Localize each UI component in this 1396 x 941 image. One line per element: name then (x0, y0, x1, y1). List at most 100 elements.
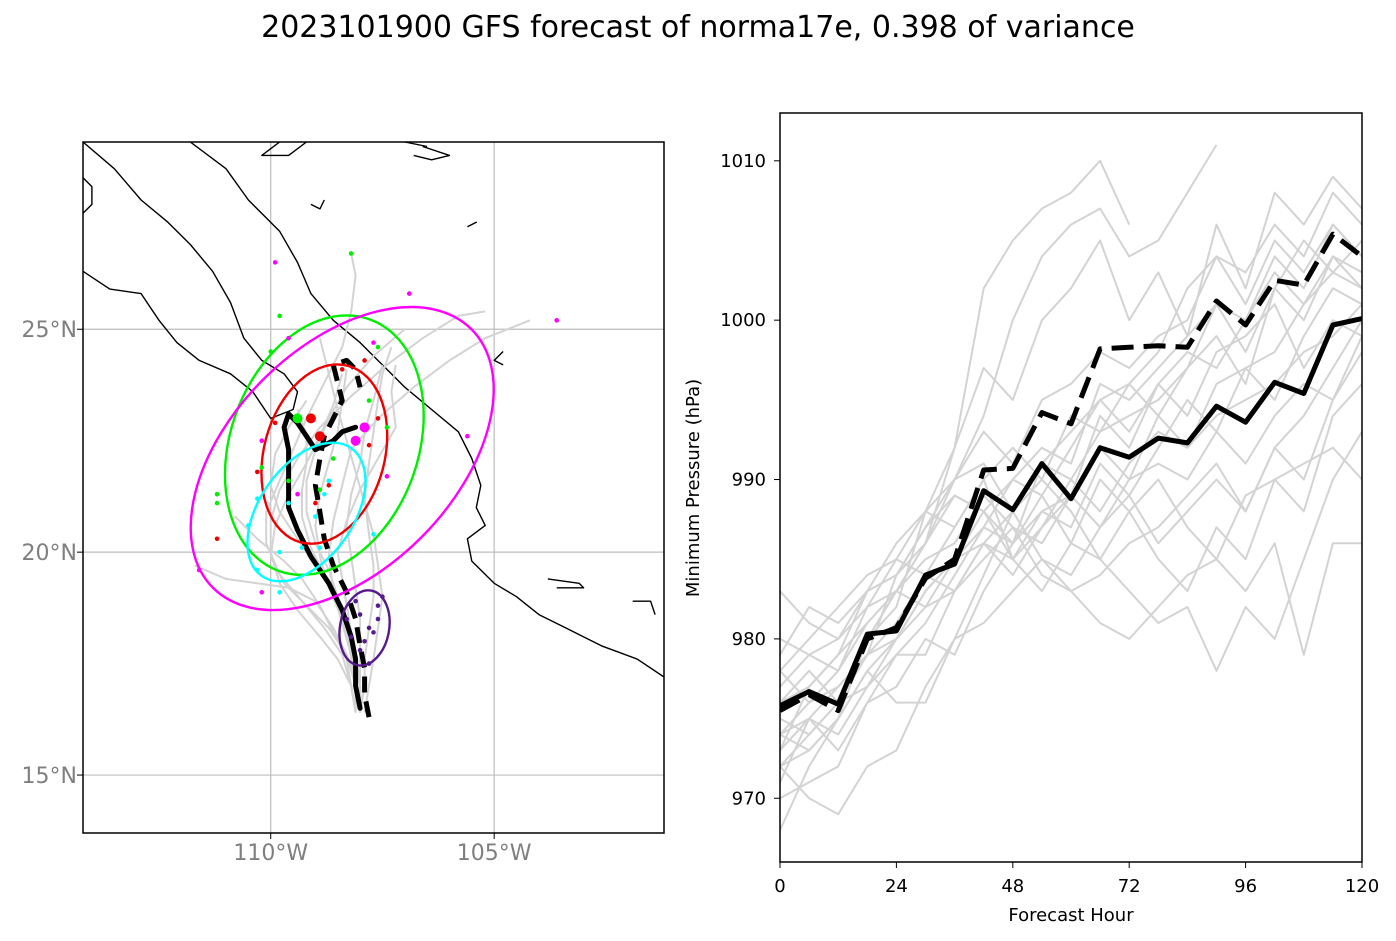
track-point-12 (362, 358, 367, 363)
map-lat-label-1: 20°N (22, 541, 77, 566)
map-lon-label-1: 105°W (457, 841, 532, 866)
track-point-2 (314, 431, 325, 442)
track-point-54 (362, 639, 367, 644)
y-tick-label-3: 1000 (720, 310, 766, 331)
map-gridlines (83, 142, 664, 833)
ellipse-magenta (189, 305, 495, 612)
track-point-15 (554, 318, 560, 323)
track-point-26 (326, 482, 332, 488)
track-point-41 (254, 496, 260, 501)
x-tick-label-2: 48 (1001, 876, 1024, 897)
track-point-42 (254, 567, 260, 573)
pressure-lines (780, 144, 1362, 831)
ensemble-pressure-4 (780, 255, 1362, 751)
track-point-51 (380, 594, 385, 600)
track-point-21 (259, 438, 265, 443)
track-point-31 (214, 500, 220, 506)
x-tick-label-5: 120 (1345, 876, 1379, 897)
ensemble-pressure-0 (780, 159, 1131, 768)
track-point-20 (272, 420, 278, 426)
coastline-1 (83, 177, 93, 214)
track-point-33 (196, 567, 202, 573)
track-point-10 (371, 340, 376, 345)
ensemble-track-1 (234, 515, 357, 713)
track-point-59 (366, 442, 372, 448)
track-point-39 (317, 545, 323, 550)
track-point-3 (350, 435, 361, 446)
x-tick-label-3: 72 (1118, 876, 1141, 897)
ensemble-pressure-8 (780, 431, 1362, 736)
track-point-35 (246, 523, 251, 528)
track-point-13 (339, 367, 345, 372)
mean-track-dashed (312, 357, 372, 718)
track-point-17 (384, 425, 390, 430)
track-point-55 (344, 616, 349, 622)
ellipse-green (223, 314, 425, 577)
ellipse-red (260, 363, 389, 545)
track-point-60 (330, 456, 336, 461)
track-point-56 (366, 661, 372, 666)
track-point-0 (292, 413, 303, 424)
ensemble-track-8 (269, 310, 486, 713)
track-point-52 (375, 616, 381, 622)
track-point-37 (313, 514, 318, 519)
x-axis-label: Forecast Hour (1008, 905, 1134, 926)
y-tick-label-4: 1010 (720, 151, 766, 172)
map-frame (82, 141, 665, 834)
track-point-22 (259, 465, 265, 470)
track-point-50 (375, 603, 381, 608)
map-lon-label-0: 110°W (233, 841, 308, 866)
track-point-29 (384, 474, 390, 479)
ensemble-pressure-10 (780, 446, 1362, 640)
coastline-4 (413, 145, 451, 161)
track-point-5 (348, 251, 354, 256)
track-point-43 (371, 532, 376, 537)
track-point-32 (214, 536, 220, 542)
track-point-46 (322, 491, 327, 497)
ensemble-pressure-16 (780, 303, 1362, 783)
track-point-34 (259, 589, 265, 595)
track-point-44 (277, 589, 282, 595)
track-point-57 (371, 630, 376, 635)
track-point-58 (353, 598, 358, 604)
track-point-16 (465, 433, 470, 439)
y-axis-label: Minimum Pressure (hPa) (683, 379, 704, 597)
coastline-0 (83, 142, 299, 420)
y-tick-label-1: 980 (732, 629, 766, 650)
map-lat-label-0: 15°N (22, 764, 77, 789)
track-point-7 (277, 313, 282, 319)
x-tick-label-1: 24 (885, 876, 908, 897)
ensemble-pressure-14 (780, 239, 1362, 656)
coastline-10 (467, 221, 477, 228)
figure-title: 2023101900 GFS forecast of norma17e, 0.3… (261, 10, 1135, 45)
pressure-frame (779, 112, 1363, 863)
coastline-2 (189, 142, 664, 678)
track-point-53 (357, 647, 363, 653)
pressure-ticks: 0 24 48 72 96 120 970 980 990 1000 1010 (720, 151, 1379, 897)
track-point-11 (375, 344, 381, 350)
pressure-panel: 0 24 48 72 96 120 970 980 990 1000 1010 Forecast H… (683, 112, 1379, 926)
coastline-9 (310, 199, 325, 210)
ensemble-pressure-3 (780, 223, 1362, 704)
y-tick-label-2: 990 (732, 470, 766, 491)
track-point-6 (272, 260, 278, 265)
mean-pressure-solid (780, 316, 1362, 709)
y-tick-label-0: 970 (732, 788, 766, 809)
mean-pressure-dashed (780, 231, 1362, 714)
coastline-6 (493, 351, 504, 366)
map-coastlines (83, 142, 664, 678)
map-ellipses (189, 305, 495, 667)
map-mean-tracks (281, 357, 372, 718)
map-points (196, 251, 560, 666)
x-tick-label-0: 0 (774, 876, 785, 897)
map-lat-label-2: 25°N (22, 318, 77, 343)
ensemble-track-12 (314, 369, 357, 713)
track-point-1 (305, 413, 316, 424)
track-point-24 (286, 478, 291, 484)
coastline-3 (261, 142, 307, 157)
track-point-45 (299, 545, 305, 550)
ensemble-pressure-2 (780, 175, 1362, 736)
track-point-23 (254, 469, 260, 475)
track-point-47 (357, 612, 363, 617)
